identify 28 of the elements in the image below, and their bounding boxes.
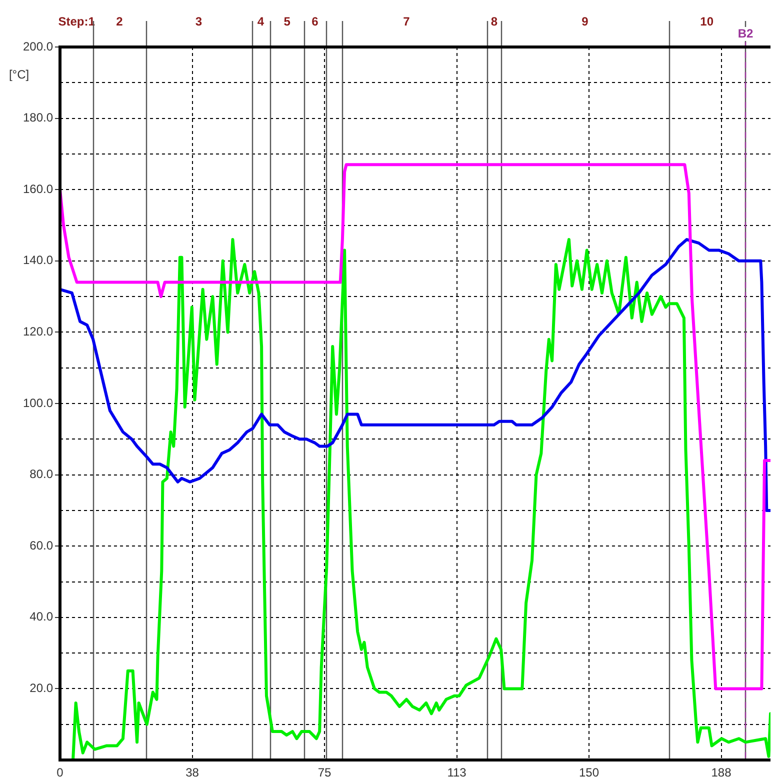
y-tick-label: 20.0 (30, 681, 54, 696)
y-tick-label: 140.0 (22, 253, 54, 268)
ref-line-label: B2 (738, 26, 754, 40)
y-tick-label: 200.0 (22, 39, 54, 54)
text: 7 (403, 14, 410, 28)
y-axis-title: [°C] (8, 67, 30, 82)
y-tick-label: 160.0 (22, 182, 54, 196)
x-tick-label: 75 (318, 766, 332, 780)
text: 4 (257, 14, 264, 28)
text: Step:1 (58, 14, 96, 28)
x-tick-label: 150 (578, 766, 600, 780)
y-tick-label: 40.0 (30, 610, 54, 624)
text: 5 (284, 14, 291, 28)
y-tick-label: 80.0 (30, 467, 54, 482)
text: 2 (116, 14, 124, 28)
x-tick-label: 38 (186, 766, 200, 780)
text: 8 (490, 14, 498, 28)
text: 6 (312, 14, 319, 28)
text: 3 (195, 14, 202, 28)
y-tick-label: 100.0 (22, 396, 54, 410)
text: 9 (582, 14, 589, 28)
x-tick-label: 113 (447, 766, 467, 780)
text: 10 (700, 14, 714, 28)
y-tick-label: 120.0 (22, 324, 54, 339)
y-tick-label: 60.0 (30, 538, 54, 552)
y-tick-label: 180.0 (22, 110, 54, 125)
x-tick-label: 0 (56, 766, 64, 780)
x-tick-label: 188 (711, 766, 732, 780)
